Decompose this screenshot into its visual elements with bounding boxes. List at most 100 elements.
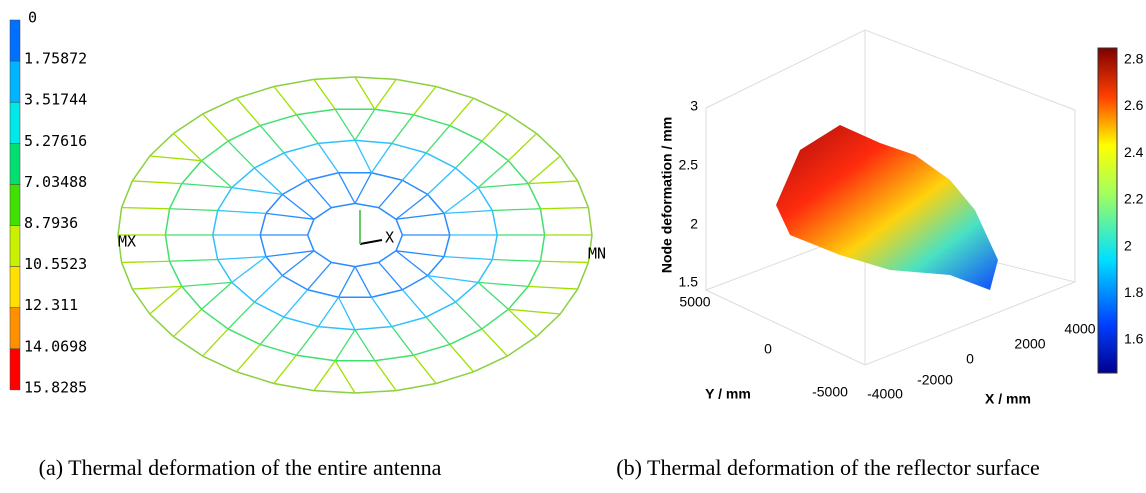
truss-member (435, 371, 474, 385)
legend-swatch (9, 225, 21, 267)
truss-member (477, 187, 493, 211)
z-tick-label: 3 (690, 98, 698, 114)
truss-member (395, 250, 445, 258)
truss-member (295, 114, 319, 144)
truss-member (374, 354, 414, 362)
truss-member (478, 182, 529, 189)
truss-member (449, 344, 474, 373)
truss-member (201, 160, 233, 189)
truss-member (164, 234, 171, 262)
truss-member (506, 335, 537, 357)
truss-member (181, 160, 203, 185)
legend-swatch (9, 184, 21, 226)
truss-member (401, 289, 427, 318)
truss-member (378, 250, 397, 263)
truss-member (334, 360, 356, 394)
truss-member (202, 355, 237, 373)
truss-member (164, 208, 171, 236)
truss-member (227, 328, 261, 346)
truss-member (236, 85, 275, 99)
colorbar-label: 2.6 (1124, 97, 1144, 113)
truss-member (231, 186, 283, 196)
truss-member (265, 212, 315, 220)
legend-swatch (9, 266, 21, 308)
legend-label: 5.27616 (24, 132, 87, 150)
truss-member (231, 281, 255, 303)
truss-member (491, 210, 498, 236)
truss-member (201, 308, 229, 330)
truss-member (540, 260, 589, 264)
truss-member (313, 79, 336, 110)
truss-member (259, 114, 297, 127)
colorbar-label: 2.8 (1124, 51, 1144, 67)
truss-member (131, 288, 151, 315)
truss-member (427, 256, 445, 277)
truss-member (354, 108, 376, 141)
truss-member (354, 266, 373, 298)
truss-member (259, 343, 297, 356)
truss-member (149, 155, 202, 162)
truss-member (391, 326, 415, 356)
truss-member (481, 140, 509, 162)
truss-member (131, 155, 151, 182)
truss-member (477, 281, 509, 310)
x-axis-label: X / mm (985, 391, 1031, 407)
truss-member (455, 301, 483, 330)
legend-label: 8.7936 (24, 214, 78, 232)
truss-member (477, 259, 493, 283)
truss-member (265, 250, 315, 258)
truss-member (259, 213, 267, 236)
truss-member (371, 172, 403, 181)
truss-member (427, 167, 456, 195)
truss-member (481, 113, 508, 142)
truss-member (201, 281, 233, 310)
truss-member (169, 258, 218, 262)
truss-member (354, 139, 373, 174)
truss-member (254, 167, 283, 195)
truss-member (307, 261, 332, 291)
truss-member (413, 343, 451, 356)
truss-member (254, 275, 283, 303)
truss-member (370, 143, 393, 174)
truss-member (201, 140, 229, 162)
truss-member (202, 97, 237, 115)
legend-swatch (9, 307, 21, 350)
truss-member (443, 187, 479, 214)
truss-member (395, 212, 445, 220)
truss-member (117, 207, 123, 236)
truss-member (295, 326, 319, 356)
truss-member (273, 86, 297, 116)
min-marker: MN (588, 245, 606, 263)
legend-label: 7.03488 (24, 173, 87, 191)
truss-member (395, 250, 429, 277)
truss-member (528, 285, 578, 290)
truss-member (273, 78, 314, 88)
truss-member (425, 316, 451, 345)
truss-member (202, 113, 229, 142)
colorbar-label: 2.4 (1124, 144, 1144, 160)
truss-member (306, 234, 315, 252)
z-tick-label: 2.5 (679, 157, 699, 173)
truss-member (337, 266, 356, 298)
truss-member (536, 132, 561, 157)
truss-member (173, 335, 204, 357)
legend-swatch (9, 19, 21, 62)
truss-member (492, 208, 541, 212)
caption: (b) Thermal deformation of the reflector… (616, 455, 1040, 480)
truss-member (212, 234, 219, 260)
truss-member (370, 296, 393, 327)
truss-member (354, 325, 392, 331)
y-tick-label: 5000 (679, 294, 710, 310)
truss-member (212, 210, 219, 236)
truss-member (313, 389, 356, 394)
truss-member (132, 180, 182, 185)
truss-member (587, 234, 593, 263)
truss-member (202, 328, 229, 357)
truss-member (354, 76, 397, 81)
truss-member (396, 78, 437, 88)
truss-member (283, 316, 319, 328)
truss-member (527, 260, 542, 287)
truss-member (402, 179, 428, 196)
truss-member (395, 218, 404, 236)
